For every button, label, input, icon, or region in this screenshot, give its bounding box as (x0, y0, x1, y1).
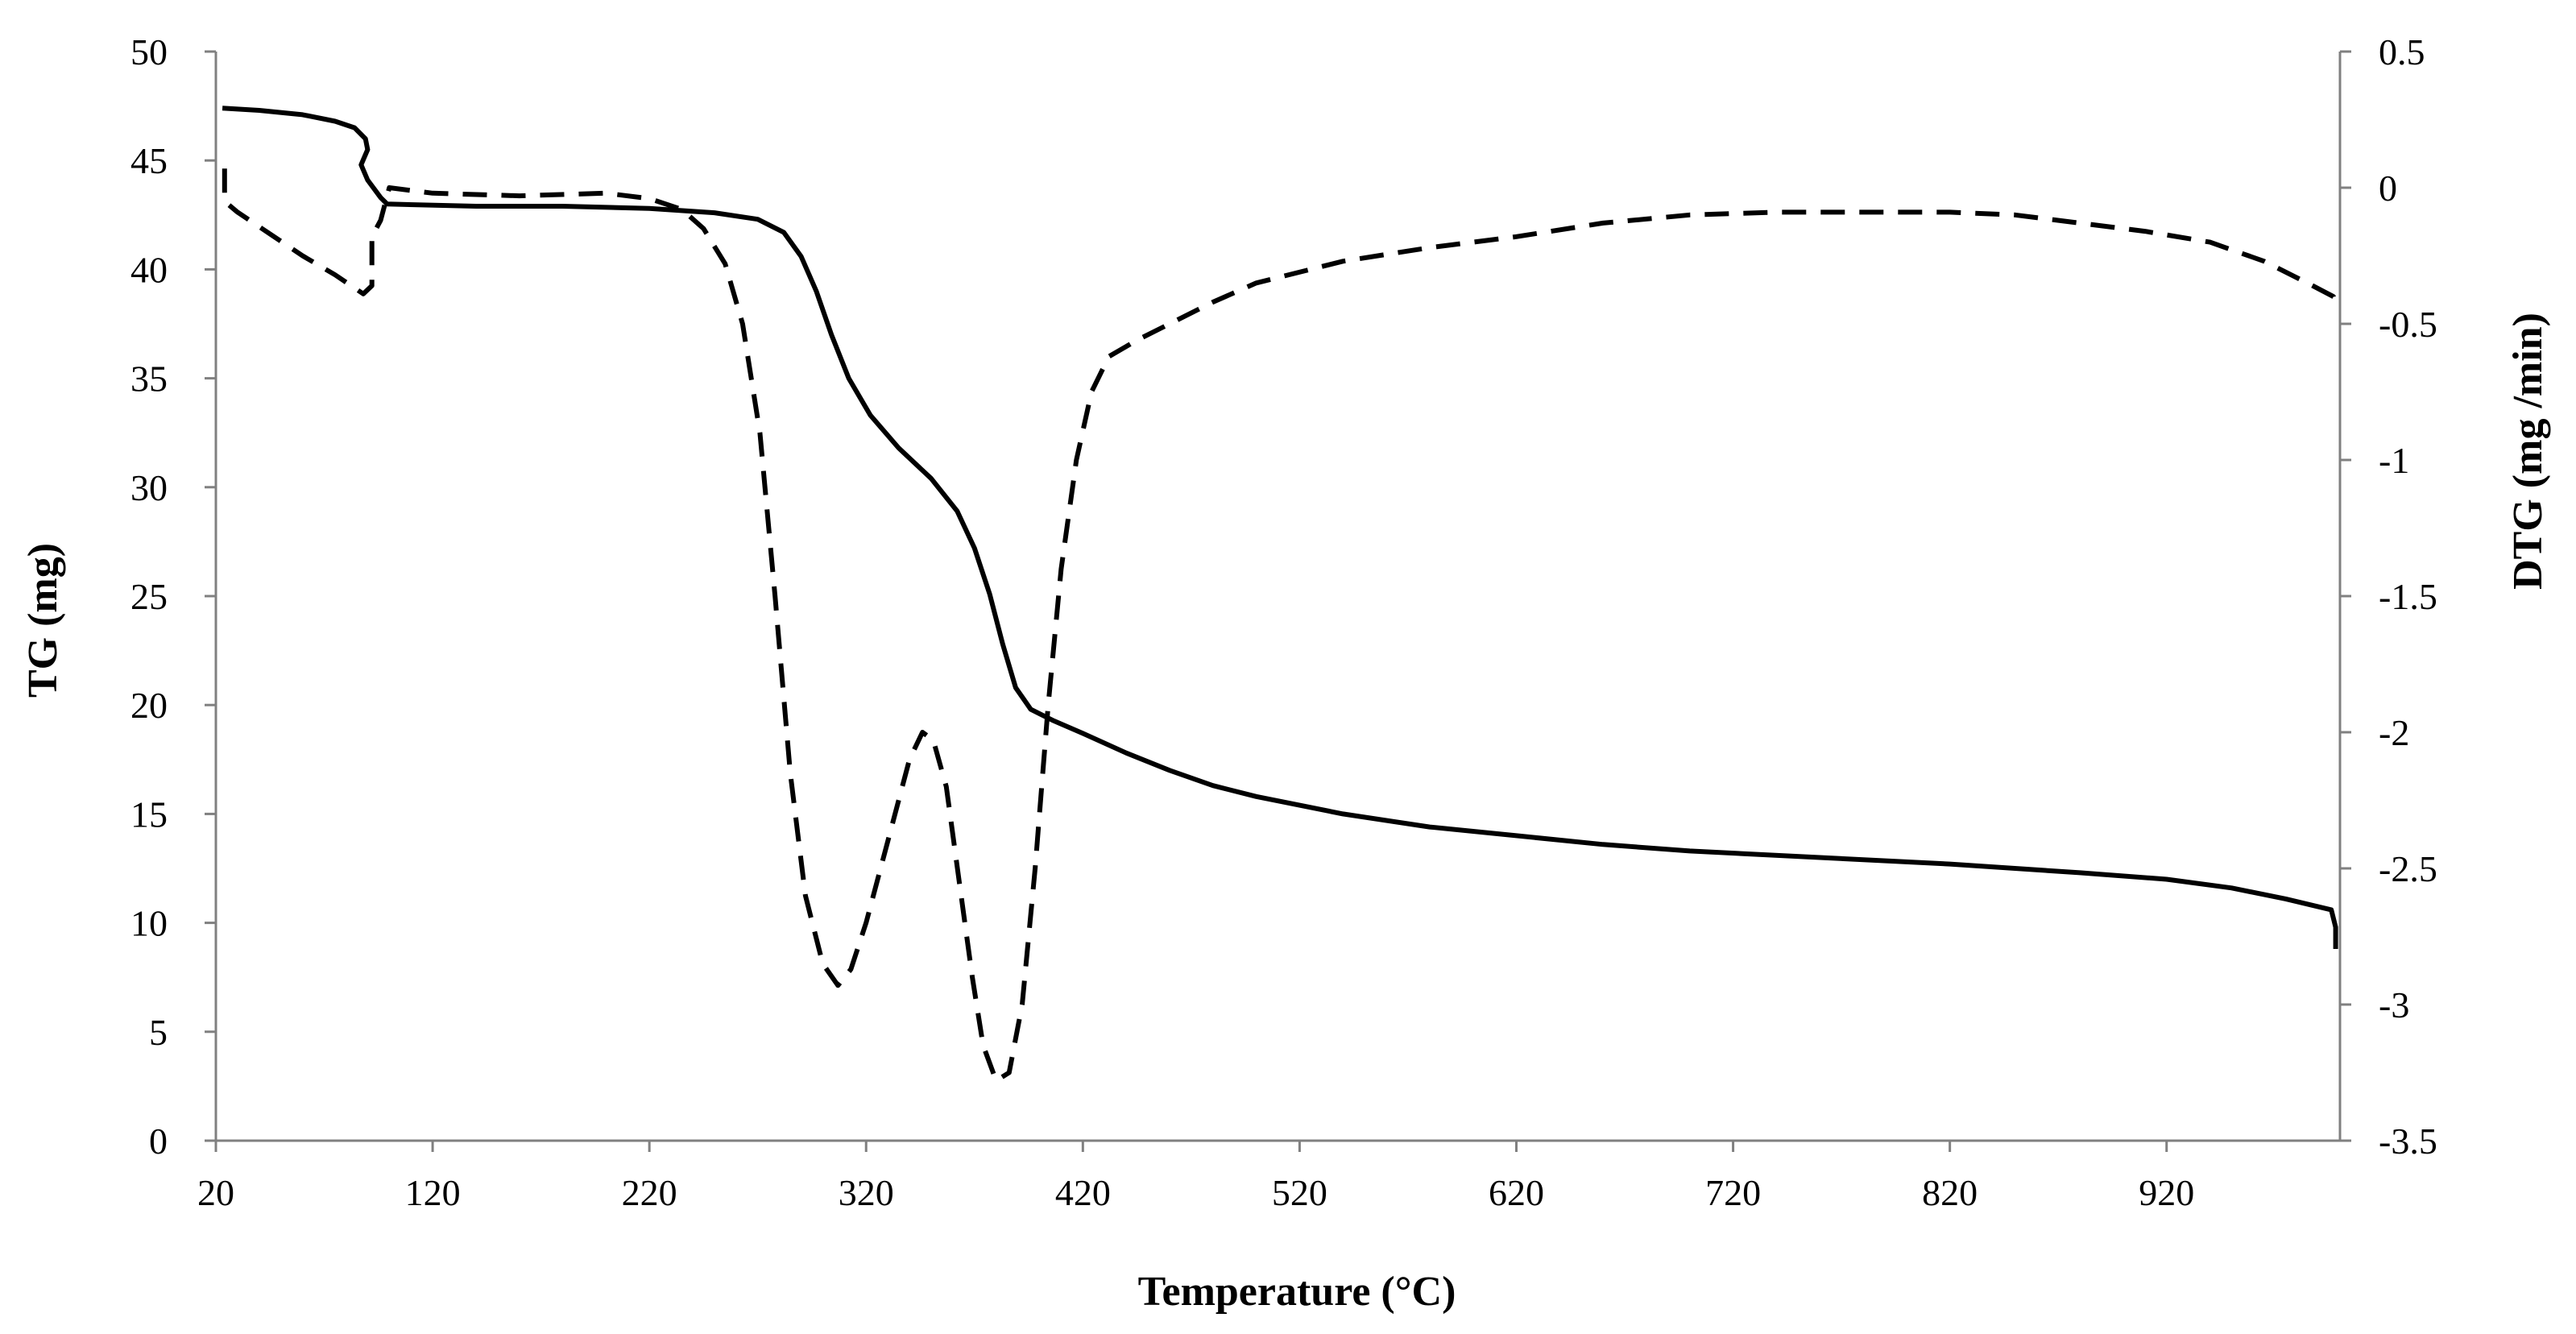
axes-group (205, 50, 2351, 1152)
series-line-dtg (222, 168, 2338, 1083)
x-tick-labels: 20 120 220 320 420 520 620 720 820 920 (197, 1172, 2194, 1213)
x-tick-label: 720 (1705, 1172, 1761, 1213)
y-right-axis-title: DTG (mg /min) (2505, 313, 2551, 590)
y-left-tick-label: 30 (130, 467, 168, 508)
x-tick-label: 320 (839, 1172, 894, 1213)
y-left-tick-labels: 0 5 10 15 20 25 30 35 40 45 50 (130, 31, 168, 1162)
y-left-tick-label: 15 (130, 793, 168, 835)
y-right-tick-label: -3 (2379, 984, 2409, 1025)
series-line-tg (222, 106, 2338, 949)
y-right-tick-label: 0 (2379, 168, 2397, 209)
series-layer (222, 106, 2338, 1083)
y-right-tick-label: -0.5 (2379, 304, 2437, 345)
x-tick-label: 920 (2139, 1172, 2194, 1213)
x-tick-label: 220 (622, 1172, 677, 1213)
y-left-tick-label: 50 (130, 31, 168, 72)
x-tick-label: 520 (1272, 1172, 1327, 1213)
y-right-tick-label: 0.5 (2379, 31, 2425, 72)
y-left-tick-label: 0 (149, 1121, 168, 1162)
y-left-tick-label: 25 (130, 576, 168, 617)
y-left-tick-label: 5 (149, 1012, 168, 1053)
y-right-tick-labels: -3.5 -3 -2.5 -2 -1.5 -1 -0.5 0 0.5 (2379, 31, 2437, 1162)
y-left-tick-label: 35 (130, 358, 168, 400)
x-axis-title: Temperature (°C) (1138, 1269, 1456, 1315)
x-tick-label: 820 (1922, 1172, 1978, 1213)
y-right-tick-label: -2 (2379, 712, 2409, 753)
x-tick-label: 120 (405, 1172, 461, 1213)
y-left-tick-label: 40 (130, 249, 168, 290)
y-left-tick-label: 10 (130, 903, 168, 944)
x-tick-label: 20 (197, 1172, 234, 1213)
y-right-tick-label: -3.5 (2379, 1121, 2437, 1162)
y-right-tick-label: -1 (2379, 440, 2409, 481)
y-right-tick-label: -2.5 (2379, 848, 2437, 889)
y-left-axis-title: TG (mg) (20, 543, 66, 698)
y-right-tick-label: -1.5 (2379, 576, 2437, 617)
y-left-tick-label: 45 (130, 140, 168, 181)
x-tick-label: 620 (1489, 1172, 1544, 1213)
y-left-tick-label: 20 (130, 685, 168, 726)
x-tick-label: 420 (1055, 1172, 1111, 1213)
